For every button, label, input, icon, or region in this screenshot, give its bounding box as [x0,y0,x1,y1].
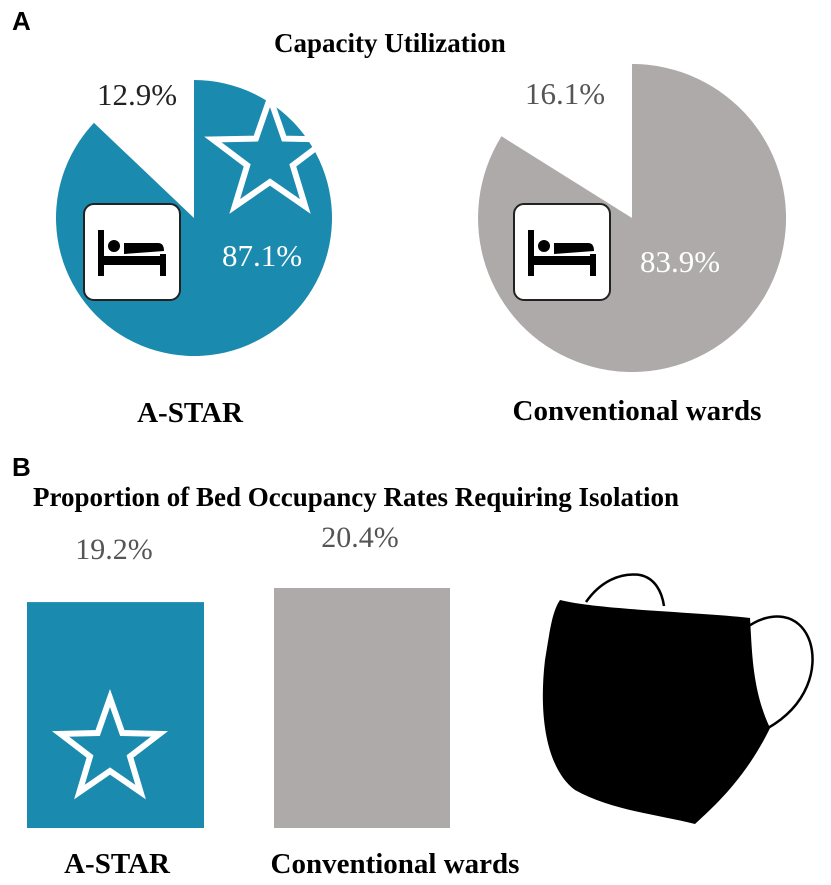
panel-b-label: B [12,452,31,482]
bed-icon [513,203,611,301]
pie-chart-astar: 87.1% 12.9% A-STAR [55,77,336,429]
pie-charts: 87.1% 12.9% A-STAR 83.9% 16.1% Conventional w… [55,63,787,429]
pie-chart-name: Conventional wards [513,395,762,427]
pie-label-remainder: 16.1% [525,76,605,111]
bar-astar: 19.2% A-STAR [27,533,204,880]
pie-chart-title: Capacity Utilization [274,28,506,58]
bar-rect [274,588,450,828]
bar-category-label: Conventional wards [271,848,520,880]
bed-icon [83,203,181,301]
pie-chart-name: A-STAR [137,397,244,429]
pie-label-remainder: 12.9% [97,77,177,112]
star-icon [51,688,169,800]
star-icon [204,88,336,214]
pie-label-main: 83.9% [640,244,720,279]
panel-a-label: A [12,6,31,36]
bar-chart: 19.2% A-STAR 20.4% Conventional wards [27,521,519,880]
bar-chart-title: Proportion of Bed Occupancy Rates Requir… [33,482,680,512]
bar-value-label: 20.4% [321,521,399,554]
bar-conventional: 20.4% Conventional wards [271,521,520,880]
bar-category-label: A-STAR [64,848,171,880]
bar-value-label: 19.2% [75,533,153,566]
mask-icon [542,573,814,824]
pie-label-main: 87.1% [222,238,302,273]
pie-chart-conventional: 83.9% 16.1% Conventional wards [478,63,787,427]
